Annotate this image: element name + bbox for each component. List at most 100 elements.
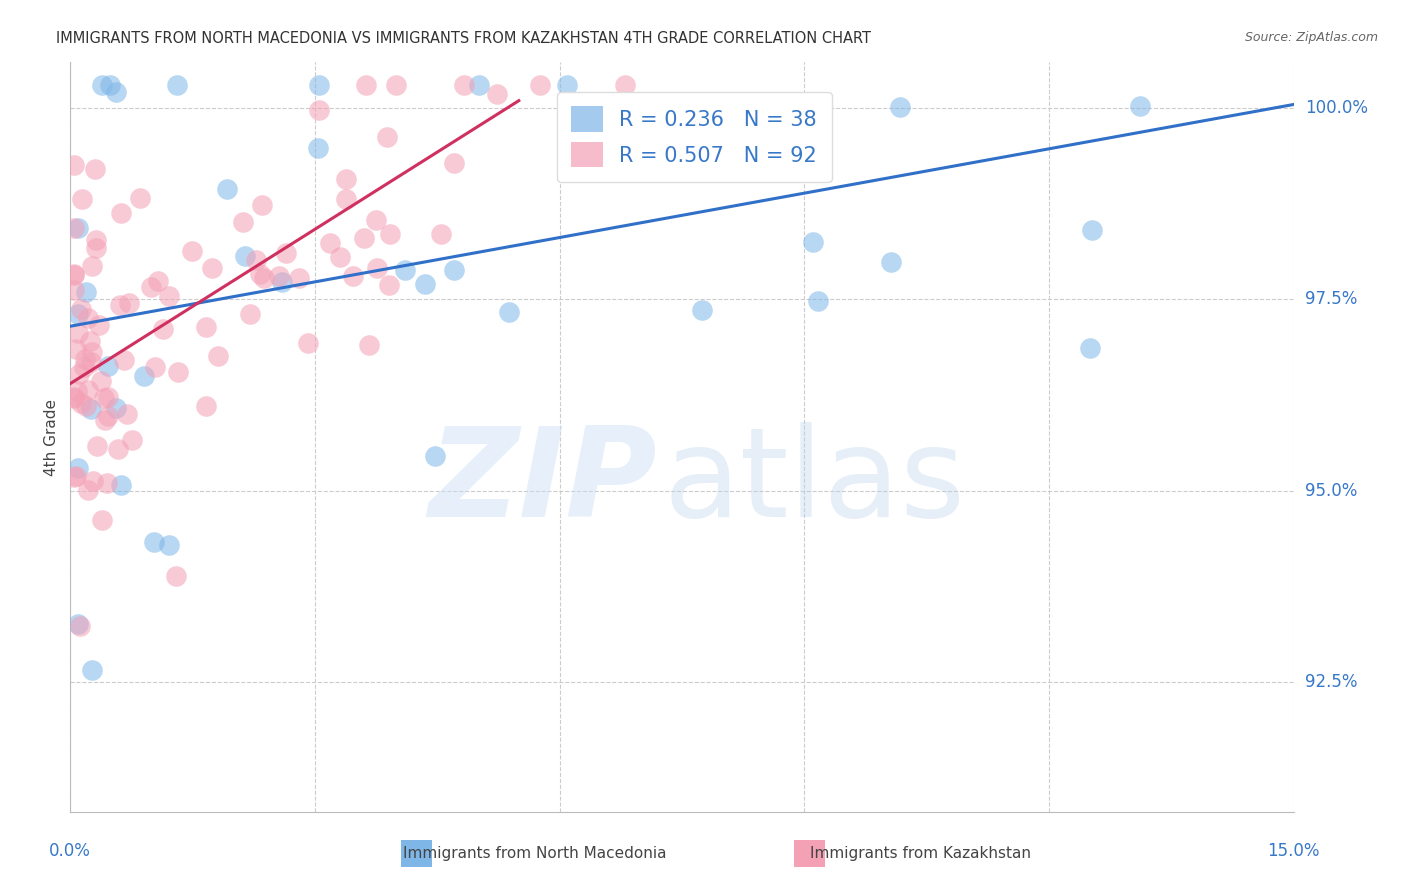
Y-axis label: 4th Grade: 4th Grade bbox=[44, 399, 59, 475]
Point bbox=[375, 130, 398, 145]
Point bbox=[98, 78, 121, 93]
Point bbox=[82, 259, 104, 273]
Point bbox=[82, 474, 104, 488]
Point bbox=[801, 235, 824, 250]
Point bbox=[117, 295, 139, 310]
Point bbox=[97, 409, 120, 424]
Point bbox=[67, 367, 90, 381]
Point bbox=[201, 261, 224, 276]
Point bbox=[65, 342, 87, 356]
Point bbox=[157, 288, 180, 302]
Point bbox=[529, 78, 551, 93]
Point bbox=[96, 476, 118, 491]
Point bbox=[430, 227, 453, 242]
Point bbox=[359, 338, 381, 352]
Point bbox=[84, 233, 107, 247]
Point bbox=[613, 78, 636, 93]
Point bbox=[253, 271, 276, 285]
Point bbox=[571, 161, 593, 175]
Point bbox=[69, 619, 91, 633]
Point bbox=[65, 469, 87, 483]
Text: 100.0%: 100.0% bbox=[1305, 99, 1368, 118]
Point bbox=[97, 359, 120, 373]
Point bbox=[104, 401, 127, 416]
Point bbox=[83, 161, 105, 176]
Point bbox=[63, 391, 86, 405]
Text: Source: ZipAtlas.com: Source: ZipAtlas.com bbox=[1244, 31, 1378, 45]
Point bbox=[232, 215, 254, 229]
Point bbox=[143, 360, 166, 375]
Point bbox=[67, 460, 90, 475]
Point bbox=[288, 271, 311, 285]
Point bbox=[889, 100, 911, 114]
Point bbox=[70, 302, 93, 317]
Point bbox=[67, 221, 90, 235]
Point bbox=[354, 78, 377, 93]
Point bbox=[77, 383, 100, 397]
Point bbox=[274, 246, 297, 260]
Point bbox=[167, 365, 190, 379]
Point bbox=[90, 513, 112, 527]
Point bbox=[879, 255, 901, 269]
Point bbox=[308, 103, 330, 118]
Point bbox=[77, 310, 100, 325]
Point bbox=[110, 478, 132, 492]
Point bbox=[453, 78, 475, 93]
Text: 95.0%: 95.0% bbox=[1305, 482, 1357, 500]
Point bbox=[115, 407, 138, 421]
Point bbox=[217, 182, 239, 196]
Point bbox=[252, 198, 274, 212]
Point bbox=[319, 236, 342, 251]
Point bbox=[157, 538, 180, 552]
Point bbox=[329, 250, 352, 264]
Point bbox=[97, 390, 120, 404]
Point bbox=[233, 249, 256, 263]
Point bbox=[384, 78, 406, 93]
Point bbox=[468, 78, 491, 93]
Text: 15.0%: 15.0% bbox=[1267, 842, 1320, 860]
Point bbox=[415, 277, 437, 292]
Point bbox=[107, 442, 129, 456]
Text: atlas: atlas bbox=[664, 422, 966, 542]
Point bbox=[110, 298, 132, 312]
Point bbox=[143, 534, 166, 549]
Point bbox=[90, 78, 112, 93]
Point bbox=[63, 267, 86, 281]
Point bbox=[181, 244, 204, 259]
Point bbox=[75, 351, 97, 366]
Point bbox=[93, 391, 115, 405]
Point bbox=[423, 450, 446, 464]
Point bbox=[66, 326, 89, 341]
Point bbox=[63, 390, 86, 404]
Text: 92.5%: 92.5% bbox=[1305, 673, 1357, 690]
Point bbox=[84, 241, 107, 255]
Legend: R = 0.236   N = 38, R = 0.507   N = 92: R = 0.236 N = 38, R = 0.507 N = 92 bbox=[557, 92, 831, 182]
Point bbox=[353, 231, 375, 245]
Text: Immigrants from Kazakhstan: Immigrants from Kazakhstan bbox=[810, 847, 1032, 861]
Point bbox=[297, 335, 319, 350]
Point bbox=[443, 262, 465, 277]
Point bbox=[82, 345, 104, 359]
Point bbox=[166, 78, 188, 93]
Point bbox=[194, 320, 217, 334]
Point bbox=[86, 440, 108, 454]
Point bbox=[80, 401, 103, 416]
Point bbox=[245, 252, 267, 267]
Text: 97.5%: 97.5% bbox=[1305, 291, 1357, 309]
Text: 0.0%: 0.0% bbox=[49, 842, 91, 860]
Point bbox=[146, 274, 169, 288]
Point bbox=[121, 433, 143, 447]
Point bbox=[239, 307, 262, 321]
Point bbox=[249, 267, 271, 281]
Point bbox=[1129, 99, 1152, 113]
Point bbox=[63, 268, 86, 282]
Point bbox=[194, 399, 217, 413]
Point bbox=[90, 375, 112, 389]
Point bbox=[139, 280, 162, 294]
Point bbox=[165, 569, 187, 583]
Point bbox=[67, 307, 90, 321]
Point bbox=[269, 268, 291, 283]
Point bbox=[75, 399, 97, 413]
Text: Immigrants from North Macedonia: Immigrants from North Macedonia bbox=[402, 847, 666, 861]
Point bbox=[1078, 341, 1101, 355]
